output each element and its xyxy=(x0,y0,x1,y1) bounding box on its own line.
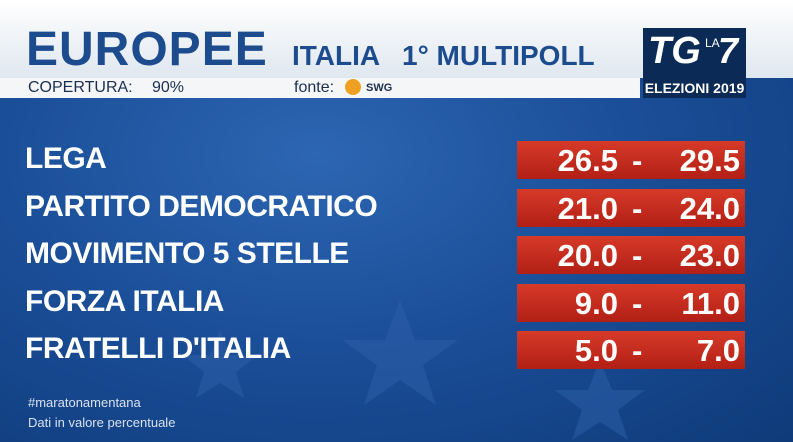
range-low: 26.5 xyxy=(557,143,618,178)
logo-box xyxy=(643,28,746,78)
source: SWG xyxy=(366,82,393,94)
range-box xyxy=(517,188,745,227)
source-icon xyxy=(345,79,361,95)
range-separator: - xyxy=(632,143,643,178)
title: EUROPEE xyxy=(26,23,268,76)
coverage-value: 90% xyxy=(152,79,185,96)
range-separator: - xyxy=(632,333,643,368)
note: Dati in valore percentuale xyxy=(28,415,176,430)
party-name: FORZA ITALIA xyxy=(25,284,224,318)
range-box xyxy=(517,141,745,179)
range-low: 21.0 xyxy=(557,190,618,226)
hashtag: #maratonamentana xyxy=(28,395,141,410)
party-name: PARTITO DEMOCRATICO xyxy=(25,189,378,223)
logo-prefix: LA xyxy=(705,36,720,50)
range-high: 7.0 xyxy=(696,333,740,368)
range-high: 11.0 xyxy=(681,285,740,321)
range-high: 23.0 xyxy=(679,238,740,273)
party-name: MOVIMENTO 5 STELLE xyxy=(25,237,349,270)
country: ITALIA xyxy=(292,40,381,71)
range-low: 5.0 xyxy=(574,333,618,368)
source-label: fonte: xyxy=(294,79,335,96)
range-high: 24.0 xyxy=(679,190,740,226)
poll: 1° MULTIPOLL xyxy=(402,40,595,71)
range-box xyxy=(517,236,745,274)
range-low: 20.0 xyxy=(557,238,618,273)
range-low: 9.0 xyxy=(574,285,618,321)
range-separator: - xyxy=(632,190,643,226)
coverage-label: COPERTURA: xyxy=(28,79,133,96)
range-high: 29.5 xyxy=(679,143,740,178)
range-separator: - xyxy=(632,238,643,273)
range-separator: - xyxy=(632,285,643,321)
range-box xyxy=(517,331,745,369)
logo-number: 7 xyxy=(718,30,739,71)
logo-event: ELEZIONI 2019 xyxy=(643,78,746,98)
logo-tg: TG xyxy=(648,30,701,72)
range-box xyxy=(517,283,745,322)
party-name: LEGA xyxy=(25,142,107,175)
party-name: FRATELLI D'ITALIA xyxy=(25,332,291,365)
info-strip xyxy=(0,78,640,98)
